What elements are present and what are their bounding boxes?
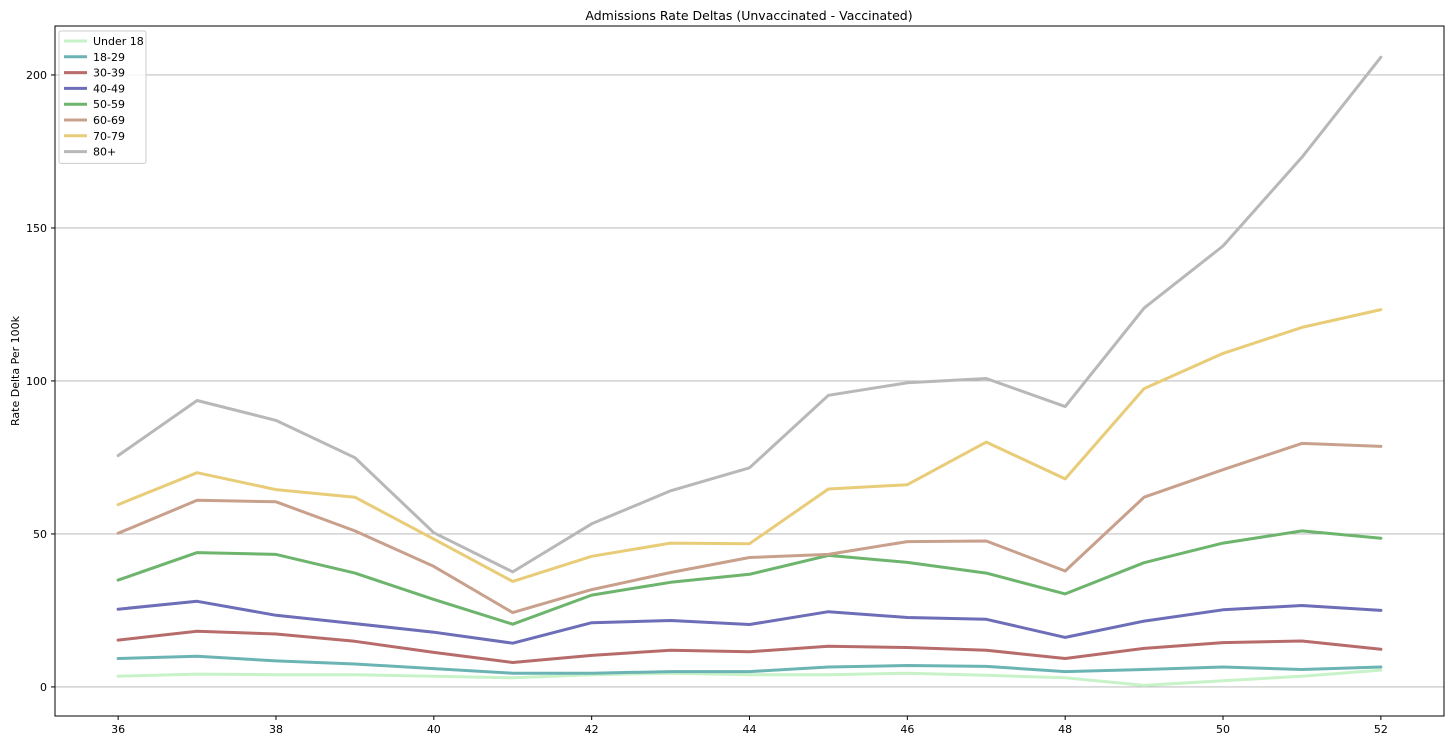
x-tick-label: 36 bbox=[111, 723, 125, 736]
legend-label: 70-79 bbox=[93, 130, 125, 143]
legend-label: 30-39 bbox=[93, 67, 125, 80]
legend-label: 18-29 bbox=[93, 51, 125, 64]
y-axis-label: Rate Delta Per 100k bbox=[9, 315, 22, 426]
gridlines bbox=[55, 74, 1444, 688]
legend-label: Under 18 bbox=[93, 35, 144, 48]
y-axis: 0 50 100 150 200 bbox=[26, 69, 55, 694]
series-line-6 bbox=[116, 308, 1383, 583]
y-tick-label: 0 bbox=[40, 681, 47, 694]
series-line-5 bbox=[116, 441, 1383, 615]
legend-label: 50-59 bbox=[93, 98, 125, 111]
x-tick-label: 52 bbox=[1374, 723, 1388, 736]
legend-box bbox=[58, 30, 147, 164]
series-line-7 bbox=[116, 55, 1383, 574]
series-line-4 bbox=[116, 529, 1383, 626]
x-tick-label: 42 bbox=[585, 723, 599, 736]
x-axis: 36 38 40 42 44 46 48 50 52 bbox=[111, 716, 1388, 736]
legend: Under 18 18-29 30-39 40-49 50-59 60-69 70-79 80… bbox=[58, 30, 147, 164]
x-tick-label: 44 bbox=[743, 723, 757, 736]
series-line-1 bbox=[116, 654, 1383, 675]
x-tick-label: 46 bbox=[900, 723, 914, 736]
x-tick-label: 40 bbox=[427, 723, 441, 736]
series-line-0 bbox=[116, 668, 1383, 687]
series-line-2 bbox=[116, 629, 1383, 664]
legend-label: 80+ bbox=[93, 146, 116, 159]
y-tick-label: 200 bbox=[26, 69, 47, 82]
x-tick-label: 48 bbox=[1058, 723, 1072, 736]
legend-label: 60-69 bbox=[93, 114, 125, 127]
y-tick-label: 150 bbox=[26, 222, 47, 235]
legend-label: 40-49 bbox=[93, 82, 125, 95]
y-tick-label: 50 bbox=[33, 528, 47, 541]
x-tick-label: 50 bbox=[1216, 723, 1230, 736]
x-tick-label: 38 bbox=[269, 723, 283, 736]
chart-title: Admissions Rate Deltas (Unvaccinated - V… bbox=[585, 8, 912, 23]
series-layer bbox=[116, 55, 1383, 687]
series-line-3 bbox=[116, 599, 1383, 645]
y-tick-label: 100 bbox=[26, 375, 47, 388]
